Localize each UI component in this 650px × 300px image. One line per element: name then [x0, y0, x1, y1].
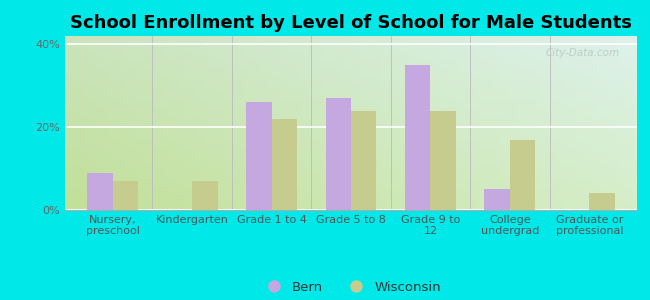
Bar [405, 65, 430, 210]
Bar [192, 181, 218, 210]
Bar [112, 181, 138, 210]
Legend: Bern, Wisconsin: Bern, Wisconsin [255, 275, 447, 299]
Bar [246, 102, 272, 210]
Bar [430, 111, 456, 210]
Bar [590, 194, 615, 210]
Title: School Enrollment by Level of School for Male Students: School Enrollment by Level of School for… [70, 14, 632, 32]
Text: City-Data.com: City-Data.com [546, 48, 620, 58]
Bar [326, 98, 351, 210]
Bar [272, 119, 297, 210]
Bar [351, 111, 376, 210]
Bar [87, 173, 112, 210]
Bar [510, 140, 536, 210]
Bar [484, 189, 510, 210]
